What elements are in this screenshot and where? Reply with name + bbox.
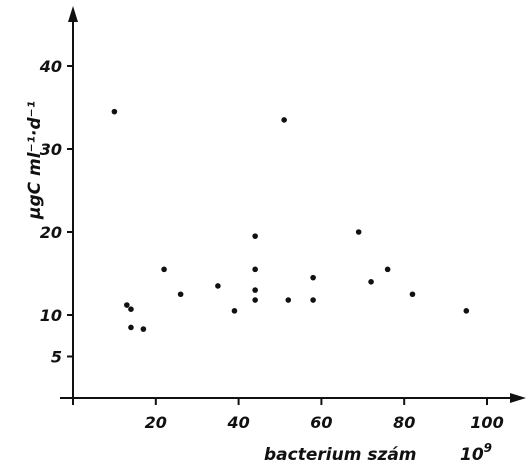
- data-point-2: [128, 306, 134, 312]
- data-point-20: [409, 291, 416, 298]
- data-point-7: [215, 283, 221, 289]
- x-tick-label-40: 40: [226, 413, 249, 432]
- data-point-17: [355, 229, 362, 235]
- y-axis-arrow: [68, 6, 78, 22]
- x-tick-label-20: 20: [145, 413, 167, 432]
- data-point-3: [128, 324, 134, 331]
- data-point-9: [252, 233, 258, 239]
- x-axis-multiplier-exponent: 9: [484, 441, 492, 455]
- data-point-15: [310, 274, 316, 281]
- x-ticks: 20 40 60 80 100: [145, 398, 504, 432]
- x-axis-multiplier-base: 10: [460, 445, 484, 465]
- data-point-21: [463, 308, 470, 314]
- data-point-6: [177, 291, 184, 298]
- data-point-13: [281, 117, 287, 123]
- data-point-19: [384, 266, 391, 273]
- data-point-14: [285, 297, 292, 303]
- x-tick-label-80: 80: [393, 413, 415, 432]
- x-axis-arrow: [510, 393, 526, 403]
- x-axis-multiplier: 109: [460, 441, 492, 465]
- data-point-11: [252, 287, 258, 293]
- data-point-1: [124, 302, 130, 308]
- y-tick-label-30: 30: [40, 140, 62, 159]
- x-axis-title: bacterium szám: [264, 445, 417, 465]
- data-point-16: [310, 297, 316, 303]
- data-point-12: [252, 297, 258, 303]
- y-tick-label-20: 20: [40, 223, 62, 242]
- data-point-5: [161, 266, 167, 273]
- x-tick-label-60: 60: [310, 413, 332, 432]
- data-point-0: [111, 108, 118, 115]
- data-point-18: [368, 279, 374, 285]
- y-tick-label-10: 10: [40, 306, 62, 325]
- data-point-4: [140, 326, 147, 332]
- data-point-8: [231, 308, 238, 314]
- x-tick-label-100: 100: [470, 413, 503, 432]
- y-tick-label-5: 5: [51, 348, 62, 367]
- y-ticks: 5 10 20 30 40: [39, 57, 73, 367]
- y-axis-title: µgC ml⁻¹·d⁻¹: [25, 101, 45, 220]
- y-tick-label-40: 40: [39, 57, 62, 76]
- data-point-10: [252, 266, 258, 273]
- data-points: [111, 108, 470, 332]
